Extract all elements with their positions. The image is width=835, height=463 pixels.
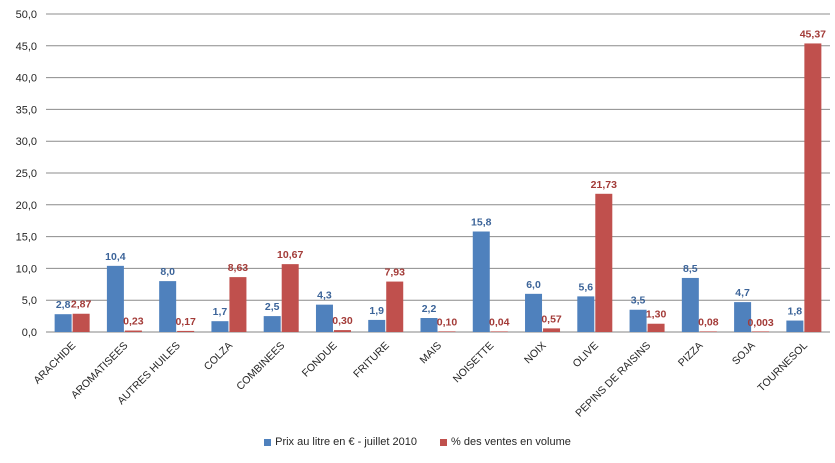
bar-price (525, 293, 543, 332)
bar-sales (177, 330, 195, 332)
bar-sales (804, 43, 822, 332)
y-tick-label: 5,0 (22, 295, 37, 307)
bar-sales (281, 264, 299, 332)
y-axis-ticks: 0,0 5,0 10,0 15,0 20,0 25,0 30,0 35,0 40,0 45,0 50… (16, 9, 37, 339)
data-label-sales: 10,67 (277, 249, 303, 261)
x-category-label: NOIX (522, 340, 549, 367)
bar-sales (124, 330, 142, 332)
x-category-label: FONDUE (300, 340, 340, 380)
data-label-sales: 0,04 (489, 317, 510, 329)
y-tick-label: 15,0 (16, 232, 37, 244)
data-label-sales: 0,10 (437, 316, 458, 328)
legend-swatch-sales (440, 438, 448, 446)
bar-chart: 0,0 5,0 10,0 15,0 20,0 25,0 30,0 35,0 40,0 45,0 50… (16, 9, 830, 420)
bar-sales (386, 281, 404, 332)
bar-price (786, 320, 804, 332)
bar-sales (752, 331, 770, 332)
data-label-sales: 2,87 (71, 299, 92, 311)
data-label-price: 1,9 (369, 305, 384, 317)
legend-item-price: Prix au litre en € - juillet 2010 (264, 436, 417, 448)
data-label-price: 2,8 (56, 299, 71, 311)
y-tick-label: 20,0 (16, 200, 37, 212)
y-tick-label: 35,0 (16, 104, 37, 116)
data-label-sales: 0,57 (541, 313, 562, 325)
data-label-price: 8,5 (683, 263, 698, 275)
x-category-label: OLIVE (571, 340, 601, 370)
x-category-label: COLZA (202, 340, 235, 373)
data-label-price: 6,0 (526, 279, 541, 291)
y-tick-label: 40,0 (16, 73, 37, 85)
bar-sales (543, 328, 561, 332)
bar-price (368, 319, 386, 332)
bar-price (263, 316, 281, 332)
data-label-price: 1,7 (213, 306, 228, 318)
legend-item-sales: % des ventes en volume (440, 436, 571, 448)
bar-price (211, 321, 229, 332)
data-label-price: 3,5 (631, 295, 646, 307)
data-label-sales: 21,73 (591, 179, 617, 191)
y-tick-label: 0,0 (22, 327, 37, 339)
bar-sales (647, 323, 665, 332)
data-label-price: 5,6 (578, 281, 593, 293)
bar-price (54, 314, 72, 332)
bars (54, 43, 822, 332)
bar-sales (438, 331, 456, 332)
bar-sales (229, 277, 247, 332)
x-category-label: COMBINEES (234, 340, 287, 393)
data-label-price: 4,3 (317, 290, 332, 302)
y-tick-label: 10,0 (16, 263, 37, 275)
x-category-label: ARACHIDE (31, 340, 78, 387)
bar-sales (333, 330, 351, 332)
data-label-price: 10,4 (105, 251, 126, 263)
data-label-sales: 0,23 (123, 316, 144, 328)
bar-price (472, 231, 490, 332)
y-tick-label: 25,0 (16, 168, 37, 180)
data-label-price: 15,8 (471, 217, 492, 229)
bar-price (315, 304, 333, 332)
data-label-sales: 0,003 (747, 317, 773, 329)
data-label-price: 2,5 (265, 301, 280, 313)
data-label-sales: 8,63 (228, 262, 249, 274)
x-category-label: MAIS (417, 340, 444, 367)
y-tick-label: 50,0 (16, 9, 37, 21)
x-category-label: PIZZA (676, 340, 706, 370)
x-category-label: TOURNESOL (755, 340, 810, 395)
data-label-price: 8,0 (160, 266, 175, 278)
bar-price (577, 296, 595, 332)
x-category-label: FRITURE (351, 340, 392, 381)
bar-price (106, 265, 124, 332)
bar-sales (72, 313, 90, 332)
x-category-label: SOJA (730, 340, 758, 368)
bar-sales (699, 331, 717, 332)
bar-price (629, 309, 647, 332)
data-label-price: 2,2 (422, 303, 437, 315)
x-category-label: NOISETTE (451, 340, 497, 386)
data-label-price: 4,7 (735, 287, 750, 299)
bar-price (420, 318, 438, 332)
y-tick-label: 30,0 (16, 136, 37, 148)
data-label-sales: 7,93 (385, 267, 406, 279)
data-label-sales: 0,08 (698, 316, 719, 328)
data-labels: 2,8 2,87 10,4 0,23 8,0 0,17 1,7 8,63 2,5 10,67 4,3… (56, 28, 826, 329)
legend-label-price: Prix au litre en € - juillet 2010 (275, 436, 417, 448)
data-label-price: 1,8 (788, 306, 803, 318)
data-label-sales: 0,30 (332, 315, 353, 327)
legend-label-sales: % des ventes en volume (451, 436, 571, 448)
data-label-sales: 1,30 (646, 309, 667, 321)
bar-price (159, 281, 177, 332)
y-tick-label: 45,0 (16, 41, 37, 53)
gridlines (46, 13, 830, 333)
bar-price (681, 277, 699, 332)
bar-sales (490, 331, 508, 332)
data-label-sales: 0,17 (175, 316, 196, 328)
bar-price (734, 302, 752, 332)
data-label-sales: 45,37 (800, 28, 826, 40)
legend-swatch-price (264, 438, 272, 446)
legend: Prix au litre en € - juillet 2010 % des … (0, 436, 835, 449)
bar-sales (595, 193, 613, 332)
